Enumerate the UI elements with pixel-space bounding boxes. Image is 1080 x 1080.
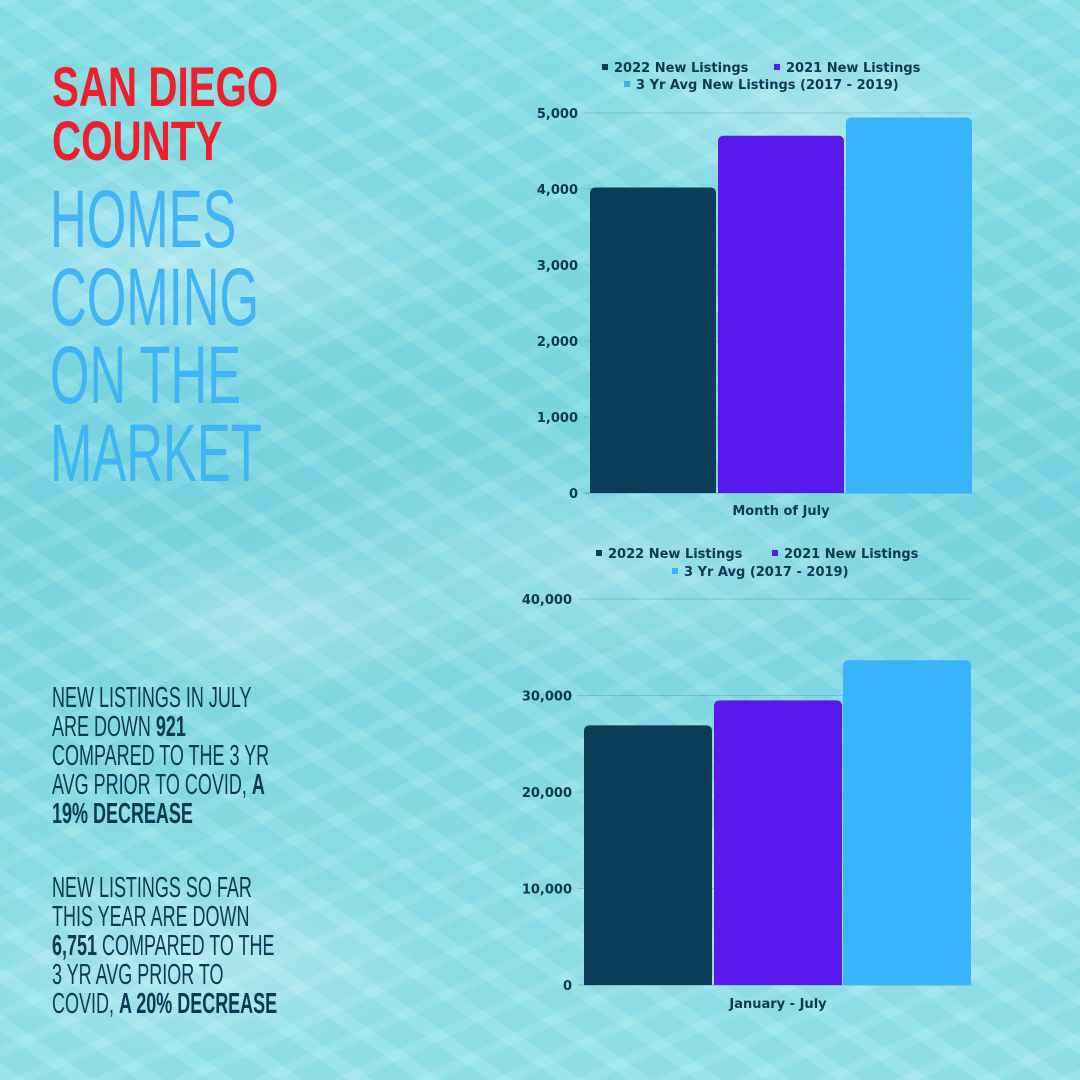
y-tick-label: 10,000 xyxy=(522,883,572,898)
y-tick-label: 2,000 xyxy=(537,335,578,350)
note-line: THIS YEAR ARE DOWN xyxy=(52,903,277,932)
y-tick-label: 20,000 xyxy=(522,786,572,801)
note-line: NEW LISTINGS SO FAR xyxy=(52,874,277,903)
legend-swatch xyxy=(672,568,678,574)
title-line-2: COUNTY xyxy=(52,109,223,172)
legend-swatch xyxy=(772,550,778,556)
chart-1: 0 10,000 20,000 30,000 40,000 January - July 2… xyxy=(522,547,972,1012)
note-text: COMPARED TO THE xyxy=(96,930,275,962)
note-text: THIS YEAR ARE DOWN xyxy=(52,901,250,933)
note-text: NEW LISTINGS IN JULY xyxy=(52,682,252,714)
subtitle-line-1: HOMES xyxy=(50,174,237,265)
bar-2 xyxy=(714,700,842,985)
legend-swatch xyxy=(596,550,602,556)
legend-label: 2022 New Listings xyxy=(608,547,743,562)
note-line: ARE DOWN 921 xyxy=(52,713,269,742)
legend-label: 2021 New Listings xyxy=(784,547,919,562)
legend-swatch xyxy=(624,81,630,87)
note-text: NEW LISTINGS SO FAR xyxy=(52,872,252,904)
bar-2 xyxy=(718,135,844,494)
subtitle-line-2: COMING xyxy=(50,252,259,343)
note-text: COMPARED TO THE 3 YR xyxy=(52,740,270,772)
y-tick-label: 3,000 xyxy=(537,259,578,274)
legend-label: 2022 New Listings xyxy=(614,61,749,76)
y-tick-label: 5,000 xyxy=(537,107,578,122)
note-line: COVID, A 20% DECREASE xyxy=(52,990,277,1019)
note-text: AVG PRIOR TO COVID, xyxy=(52,769,252,801)
note-line: COMPARED TO THE 3 YR xyxy=(52,742,269,771)
note-line: 19% DECREASE xyxy=(52,800,269,829)
bar-1 xyxy=(590,187,716,494)
x-category-label: January - July xyxy=(728,997,827,1012)
stat-note-july: NEW LISTINGS IN JULY ARE DOWN 921 COMPARED… xyxy=(52,684,269,829)
y-tick-label: 4,000 xyxy=(537,183,578,198)
stat-note-ytd: NEW LISTINGS SO FAR THIS YEAR ARE DOWN 6,7… xyxy=(52,874,277,1019)
title-line-1: SAN DIEGO xyxy=(52,55,279,118)
y-tick-label: 1,000 xyxy=(537,411,578,426)
y-tick-label: 0 xyxy=(569,487,578,502)
note-highlight: A 20% DECREASE xyxy=(118,988,278,1020)
note-text: COVID, xyxy=(52,988,119,1020)
y-tick-label: 40,000 xyxy=(522,593,572,608)
y-tick-label: 30,000 xyxy=(522,690,572,705)
note-line: 3 YR AVG PRIOR TO xyxy=(52,961,277,990)
chart-0: 0 1,000 2,000 3,000 4,000 5,000 Month of July 2… xyxy=(537,61,972,519)
subtitle-line-3: ON THE xyxy=(50,330,242,421)
legend-swatch xyxy=(774,64,780,70)
legend-label: 3 Yr Avg New Listings (2017 - 2019) xyxy=(636,78,899,93)
note-line: AVG PRIOR TO COVID, A xyxy=(52,771,269,800)
note-highlight: A xyxy=(251,769,265,801)
note-text: ARE DOWN xyxy=(52,711,156,743)
note-highlight: 6,751 xyxy=(52,930,97,962)
legend-swatch xyxy=(602,64,608,70)
subtitle-line-4: MARKET xyxy=(50,408,262,499)
note-highlight: 19% DECREASE xyxy=(52,798,193,830)
note-text: 3 YR AVG PRIOR TO xyxy=(52,959,224,991)
x-category-label: Month of July xyxy=(732,504,830,519)
y-tick-label: 0 xyxy=(563,979,572,994)
note-line: NEW LISTINGS IN JULY xyxy=(52,684,269,713)
note-highlight: 921 xyxy=(155,711,186,743)
bar-3 xyxy=(843,660,971,985)
legend-label: 2021 New Listings xyxy=(786,61,921,76)
note-line: 6,751 COMPARED TO THE xyxy=(52,932,277,961)
bar-1 xyxy=(584,725,712,985)
bar-3 xyxy=(846,117,972,493)
legend-label: 3 Yr Avg (2017 - 2019) xyxy=(684,565,849,580)
